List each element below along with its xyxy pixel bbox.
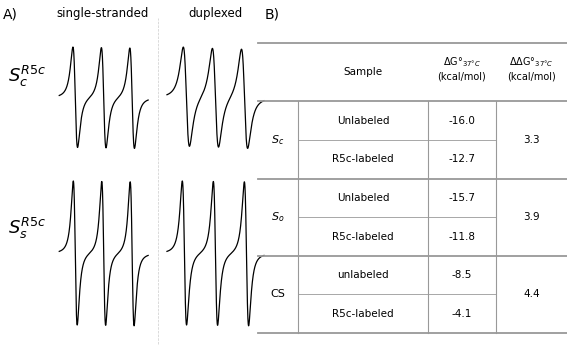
Text: ΔΔG°$_{37°C}$
(kcal/mol): ΔΔG°$_{37°C}$ (kcal/mol) xyxy=(507,56,556,82)
Text: $S_c$: $S_c$ xyxy=(272,133,285,147)
Text: Sample: Sample xyxy=(344,67,383,77)
Text: duplexed: duplexed xyxy=(188,7,243,20)
Text: $S_s^{R5c}$: $S_s^{R5c}$ xyxy=(8,215,46,241)
Text: Unlabeled: Unlabeled xyxy=(337,193,390,203)
Text: CS: CS xyxy=(270,290,286,299)
Text: -4.1: -4.1 xyxy=(452,309,472,319)
Text: unlabeled: unlabeled xyxy=(337,270,389,280)
Text: 3.3: 3.3 xyxy=(523,135,540,145)
Text: -12.7: -12.7 xyxy=(448,154,476,164)
Text: B): B) xyxy=(264,7,279,21)
Text: R5c-labeled: R5c-labeled xyxy=(332,232,394,241)
Text: R5c-labeled: R5c-labeled xyxy=(332,309,394,319)
Text: single-stranded: single-stranded xyxy=(56,7,149,20)
Text: A): A) xyxy=(3,7,18,21)
Text: $S_o$: $S_o$ xyxy=(272,210,285,224)
Text: $S_c^{R5c}$: $S_c^{R5c}$ xyxy=(8,63,46,89)
Text: Unlabeled: Unlabeled xyxy=(337,116,390,126)
Text: -15.7: -15.7 xyxy=(448,193,476,203)
Text: -16.0: -16.0 xyxy=(448,116,475,126)
Text: R5c-labeled: R5c-labeled xyxy=(332,154,394,164)
Text: -8.5: -8.5 xyxy=(452,270,472,280)
Text: 4.4: 4.4 xyxy=(523,290,540,299)
Text: ΔG°$_{37°C}$
(kcal/mol): ΔG°$_{37°C}$ (kcal/mol) xyxy=(438,56,486,82)
Text: -11.8: -11.8 xyxy=(448,232,476,241)
Text: 3.9: 3.9 xyxy=(523,212,540,222)
